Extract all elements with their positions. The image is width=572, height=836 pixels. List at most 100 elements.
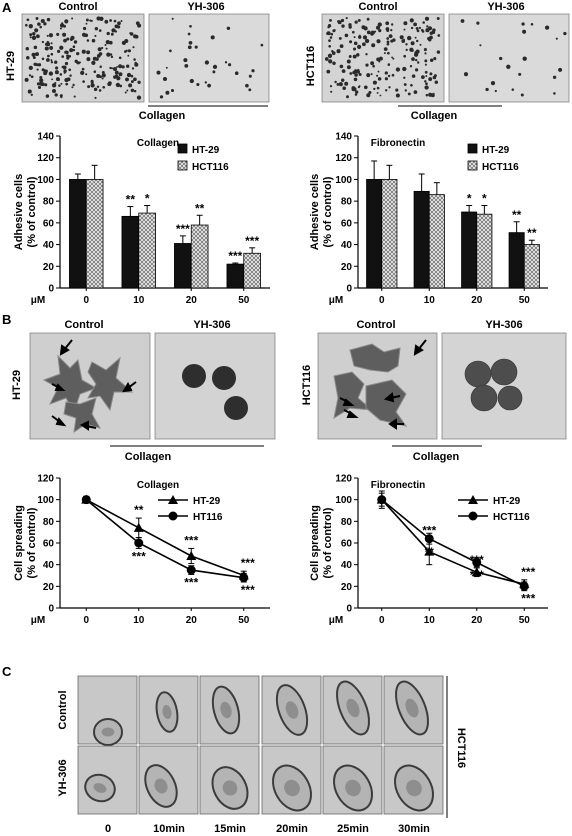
adherent-cell-dot xyxy=(39,81,44,86)
bar xyxy=(243,252,261,289)
adherent-cell-dot xyxy=(384,77,388,81)
adherent-cell-dot xyxy=(63,69,67,73)
legend-label: HT-29 xyxy=(193,496,221,507)
adherent-cell-dot xyxy=(109,53,113,56)
adherent-cell-dot xyxy=(102,85,106,89)
adherent-cell-dot xyxy=(414,36,417,39)
adherent-cell-dot xyxy=(372,64,375,68)
adherent-cell-dot xyxy=(411,74,416,78)
adherent-cell-dot xyxy=(340,45,343,48)
adherent-cell-dot xyxy=(384,89,388,92)
adherent-cell-dot xyxy=(96,85,100,89)
adherent-cell-dot xyxy=(391,56,393,59)
data-point xyxy=(134,538,144,548)
adherent-cell-dot xyxy=(337,20,340,23)
adherent-cell-dot xyxy=(126,72,132,78)
time-label: 15min xyxy=(214,823,246,835)
significance-label: *** xyxy=(241,583,255,597)
y-tick-label: 120 xyxy=(335,153,352,164)
adherent-cell-dot xyxy=(372,80,377,85)
adherent-cell-dot xyxy=(26,18,30,22)
adherent-cell-dot xyxy=(413,90,418,94)
legend-label: HCT116 xyxy=(482,162,519,173)
adherent-cell-dot xyxy=(429,58,434,63)
y-tick-label: 40 xyxy=(341,240,353,251)
adherent-cell-dot xyxy=(126,89,129,92)
adherent-cell-dot xyxy=(43,22,47,26)
adherent-cell-dot xyxy=(366,30,371,35)
adherent-cell-dot xyxy=(24,23,28,27)
adherent-cell-dot xyxy=(407,92,411,96)
c-row-label-yh306: YH-306 xyxy=(57,759,69,796)
adherent-cell-dot xyxy=(415,39,419,43)
adherent-cell-dot xyxy=(46,34,49,37)
x-tick-label: 20 xyxy=(186,615,198,626)
adherent-cell-dot xyxy=(346,65,351,70)
adherent-cell-dot xyxy=(76,61,80,65)
adherent-cell-dot xyxy=(370,73,373,76)
adherent-cell-dot xyxy=(52,89,56,93)
adherent-cell-dot xyxy=(129,32,134,36)
adherent-cell-dot xyxy=(33,45,38,50)
y-tick-label: 140 xyxy=(335,132,352,143)
significance-label: *** xyxy=(245,234,259,248)
adherent-cell-dot xyxy=(392,38,396,42)
micrograph-yh306 xyxy=(441,332,567,440)
adherent-cell-dot xyxy=(39,25,42,29)
adherent-cell-dot xyxy=(349,72,353,75)
adherent-cell-dot xyxy=(403,38,405,41)
y-tick-label: 80 xyxy=(43,197,55,208)
adherent-cell-dot xyxy=(353,36,356,39)
adherent-cell-dot xyxy=(424,85,429,90)
adherent-cell-dot xyxy=(366,73,371,78)
adherent-cell-dot xyxy=(476,21,480,25)
chart-title: Fibronectin xyxy=(371,480,425,491)
adherent-cell-dot xyxy=(101,73,106,78)
adherent-cell-dot xyxy=(162,76,168,82)
adherent-cell-dot xyxy=(333,29,336,32)
adherent-cell-dot xyxy=(128,83,133,88)
adherent-cell-dot xyxy=(58,84,61,87)
y-axis-label: Adhesive cells xyxy=(309,174,321,250)
bar xyxy=(85,179,104,289)
adherent-cell-dot xyxy=(65,82,69,86)
adherent-cell-dot xyxy=(171,17,174,20)
chart-title: Collagen xyxy=(137,480,179,491)
panel-letter-c: C xyxy=(2,664,12,679)
adherent-cell-dot xyxy=(64,77,69,83)
adherent-cell-dot xyxy=(50,59,53,62)
adherent-cell-dot xyxy=(50,52,54,56)
adherent-cell-dot xyxy=(353,69,358,74)
adherent-cell-dot xyxy=(33,62,37,67)
adherent-cell-dot xyxy=(424,63,427,66)
legend-swatch xyxy=(467,143,478,154)
x-tick-label: 0 xyxy=(379,615,385,626)
adherent-cell-dot xyxy=(357,18,361,22)
adherent-cell-dot xyxy=(415,26,419,30)
adherent-cell-dot xyxy=(342,86,346,90)
adherent-cell-dot xyxy=(132,46,135,49)
adherent-cell-dot xyxy=(334,80,337,84)
significance-label: *** xyxy=(470,568,484,582)
adherent-cell-dot xyxy=(94,34,97,37)
x-tick-label: 20 xyxy=(471,615,483,626)
significance-label: *** xyxy=(184,575,198,589)
adherent-cells-control xyxy=(324,16,441,99)
y-axis-label: (% of control) xyxy=(322,507,334,578)
significance-label: ** xyxy=(126,193,136,207)
adherent-cell-dot xyxy=(56,32,60,36)
adherent-cell-dot xyxy=(362,42,366,47)
adherent-cell-dot xyxy=(165,90,170,95)
legend-swatch xyxy=(467,160,478,171)
spread-cells-control xyxy=(333,343,408,427)
cell-nucleus xyxy=(93,783,107,793)
adherent-cell-dot xyxy=(429,72,433,76)
adherent-cell-dot xyxy=(110,55,114,59)
adherent-cell-dot xyxy=(165,66,168,69)
adherent-cell-dot xyxy=(344,81,349,86)
adherent-cell-dot xyxy=(390,29,393,32)
data-point xyxy=(186,565,196,575)
legend-marker xyxy=(468,511,478,521)
adherent-cell-dot xyxy=(432,92,435,95)
adherent-cell-dot xyxy=(207,83,211,88)
